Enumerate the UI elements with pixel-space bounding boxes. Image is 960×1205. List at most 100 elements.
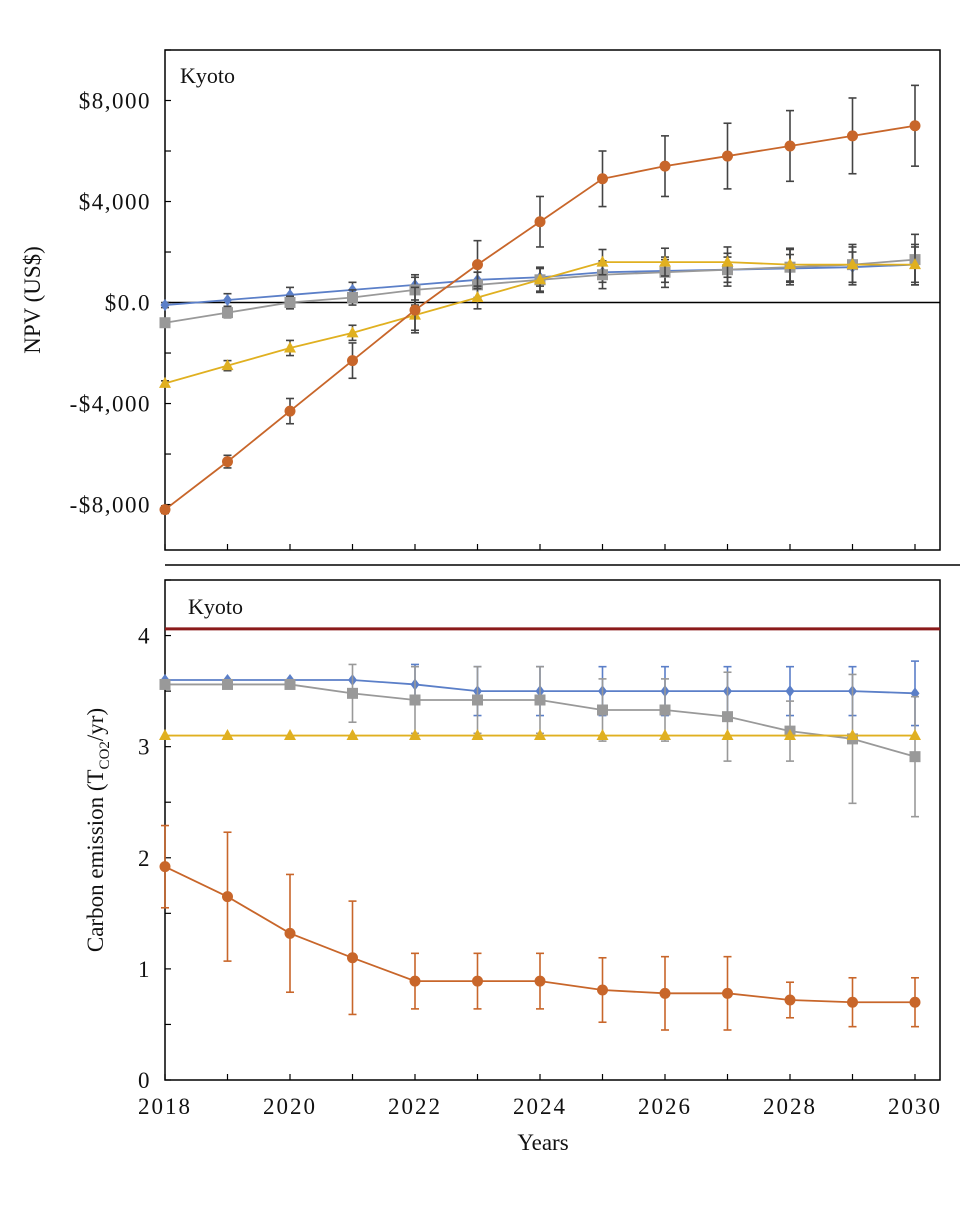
emission-point-circle [784,994,796,1006]
emission-point-circle [909,996,921,1008]
emission-point-triangle [659,729,671,741]
npv-point-circle [784,140,796,152]
emission-x-tick-label: 2030 [888,1094,942,1119]
emission-point-circle [472,975,483,987]
emission-point-triangle [221,729,234,741]
emission-x-tick-label: 2020 [263,1094,317,1119]
emission-point-triangle [159,729,171,741]
npv-point-diamond [160,299,170,312]
npv-point-diamond [223,294,232,306]
emission-point-circle [222,891,233,903]
emission-y-tick-label: 0 [138,1068,151,1093]
npv-point-square [284,297,296,309]
emission-x-tick-label: 2026 [638,1094,692,1119]
emission-plot-frame [164,579,941,1081]
npv-point-triangle [659,255,671,267]
npv-point-triangle [534,273,546,285]
npv-point-triangle [284,341,296,353]
emission-point-triangle [846,729,859,741]
npv-y-tick-label: -$4,000 [70,392,151,417]
emission-point-square [722,711,733,723]
emission-point-circle [659,987,671,999]
emission-panel-annotation: Kyoto [188,594,243,619]
npv-point-triangle [159,376,171,388]
emission-point-square [222,678,233,690]
emission-x-tick-label: 2024 [513,1094,567,1119]
emission-y-tick-label: 1 [138,957,151,982]
emission-x-tick-label: 2028 [763,1094,817,1119]
npv-point-triangle [721,255,734,267]
npv-panel-annotation: Kyoto [180,63,235,88]
emission-x-tick-label: 2018 [138,1094,192,1119]
emission-y-axis-title: Carbon emission (TCO2/yr) [83,708,113,952]
emission-point-square [347,687,358,699]
emission-point-triangle [534,729,546,741]
emission-point-square [409,694,421,706]
npv-point-circle [909,120,921,132]
npv-point-triangle [846,258,859,270]
npv-series-circle [159,84,921,516]
emission-point-square [659,704,671,716]
npv-point-triangle [346,326,359,338]
npv-plot-frame [164,49,941,551]
npv-point-square [222,307,233,319]
npv-point-circle [222,456,233,468]
npv-y-tick-label: -$8,000 [70,493,151,518]
x-axis-title: Years [517,1130,568,1155]
emission-y-tick-label: 2 [138,846,151,871]
npv-y-tick-label: $0.0 [105,291,151,316]
emission-point-triangle [346,729,359,741]
npv-point-circle [347,355,358,367]
npv-point-circle [659,160,671,172]
emission-point-circle [534,975,546,987]
npv-point-circle [722,150,733,162]
npv-point-triangle [596,255,609,267]
npv-point-circle [159,504,171,516]
npv-point-circle [409,304,421,316]
emission-point-square [597,704,608,716]
emission-series-circle [159,824,921,1031]
emission-y-axis-title-tail: /yr) [83,708,108,741]
npv-y-tick-label: $4,000 [79,190,151,215]
emission-point-triangle [596,729,609,741]
emission-point-circle [409,975,421,987]
npv-point-circle [534,216,546,228]
npv-point-triangle [909,258,921,270]
emission-y-tick-label: 4 [138,624,151,649]
npv-series-line-circle [164,124,916,511]
emission-point-triangle [284,729,296,741]
emission-point-circle [597,984,608,996]
emission-point-triangle [909,729,921,741]
emission-point-triangle [721,729,734,741]
emission-point-circle [722,987,733,999]
npv-point-circle [847,130,858,142]
npv-point-triangle [784,258,796,270]
emission-point-circle [847,996,858,1008]
emission-point-square [909,751,921,763]
npv-y-axis-title: NPV (US$) [20,246,45,354]
npv-point-triangle [471,290,484,302]
emission-point-square [159,678,171,690]
npv-point-circle [284,405,296,417]
emission-point-square [284,678,296,690]
emission-point-circle [284,927,296,939]
emission-point-diamond [785,685,795,698]
npv-panel: -$8,000 -$4,000 $0.0 $4,000 $8,000 Kyoto NPV… [20,49,941,551]
emission-y-axis-title-main: Carbon emission (T [83,769,108,952]
npv-y-tick-label: $8,000 [79,89,151,114]
emission-y-tick-label: 3 [138,735,151,760]
emission-point-circle [159,861,171,873]
npv-point-circle [597,173,608,185]
emission-point-triangle [471,729,484,741]
npv-point-square [347,291,358,303]
emission-point-circle [347,952,358,964]
emission-point-square [534,694,546,706]
npv-point-square [159,317,171,329]
emission-series-square [159,663,921,818]
emission-series-triangle [159,729,921,741]
emission-y-axis-title-sub: CO2 [97,741,113,769]
emission-point-square [472,694,483,706]
